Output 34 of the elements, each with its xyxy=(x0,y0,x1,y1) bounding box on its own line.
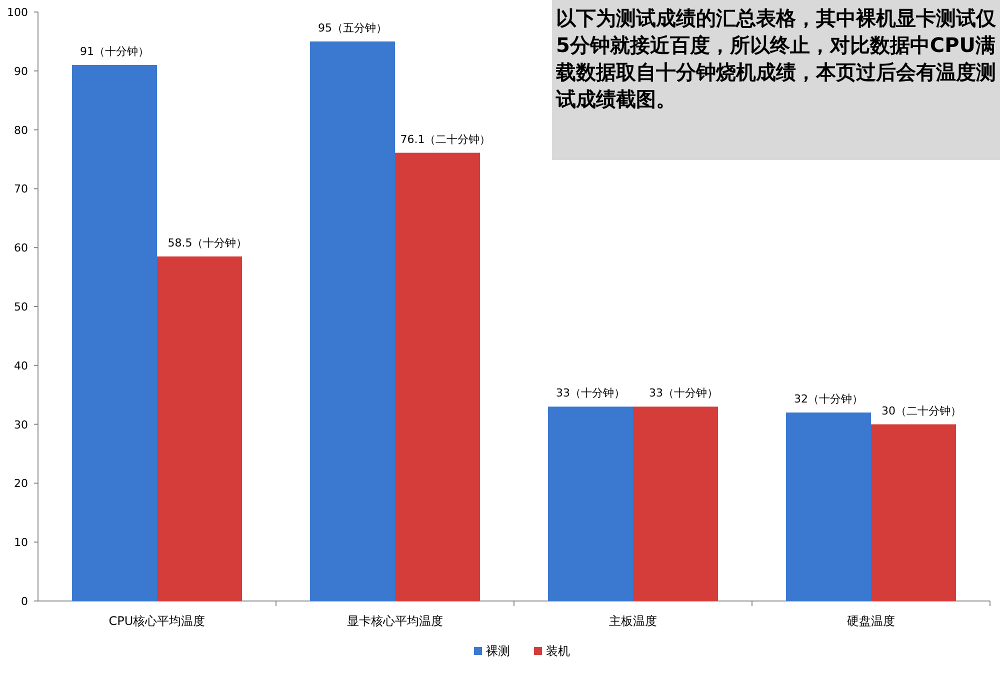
bar xyxy=(395,152,480,601)
data-label: 32（十分钟） xyxy=(794,392,863,406)
y-tick-label: 60 xyxy=(14,242,28,255)
y-tick-label: 40 xyxy=(14,359,28,372)
bar xyxy=(72,65,157,601)
x-tick-label: CPU核心平均温度 xyxy=(108,614,206,628)
bar xyxy=(548,406,633,601)
x-tick-label: 显卡核心平均温度 xyxy=(347,614,443,628)
y-tick-label: 20 xyxy=(14,477,28,490)
bar xyxy=(310,41,395,601)
y-tick-label: 10 xyxy=(14,536,28,550)
data-label: 76.1（二十分钟） xyxy=(400,132,491,146)
bar xyxy=(633,406,718,601)
data-label: 30（二十分钟） xyxy=(882,404,962,418)
data-label: 95（五分钟） xyxy=(318,21,387,34)
bar xyxy=(786,412,871,601)
x-tick-label: 主板温度 xyxy=(609,614,657,628)
bar xyxy=(871,424,956,601)
y-tick-label: 0 xyxy=(21,595,28,608)
data-label: 33（十分钟） xyxy=(649,386,718,400)
y-tick-label: 30 xyxy=(14,418,28,432)
x-tick-label: 硬盘温度 xyxy=(847,614,895,628)
legend-label: 裸测 xyxy=(486,644,510,658)
data-label: 91（十分钟） xyxy=(80,45,149,58)
bar xyxy=(157,256,242,601)
y-tick-label: 90 xyxy=(14,64,28,78)
y-tick-label: 100 xyxy=(7,6,28,19)
note-box: 以下为测试成绩的汇总表格，其中裸机显卡测试仅5分钟就接近百度，所以终止，对比数据中CPU满载数据取自十分钟烧机成绩，本页过后会有温度测试成绩截图。 xyxy=(552,0,1000,160)
data-label: 33（十分钟） xyxy=(556,386,625,400)
y-tick-label: 70 xyxy=(14,182,28,196)
data-label: 58.5（十分钟） xyxy=(168,236,248,250)
y-tick-label: 50 xyxy=(14,300,28,314)
legend-label: 装机 xyxy=(546,644,570,658)
y-tick-label: 80 xyxy=(14,124,28,137)
